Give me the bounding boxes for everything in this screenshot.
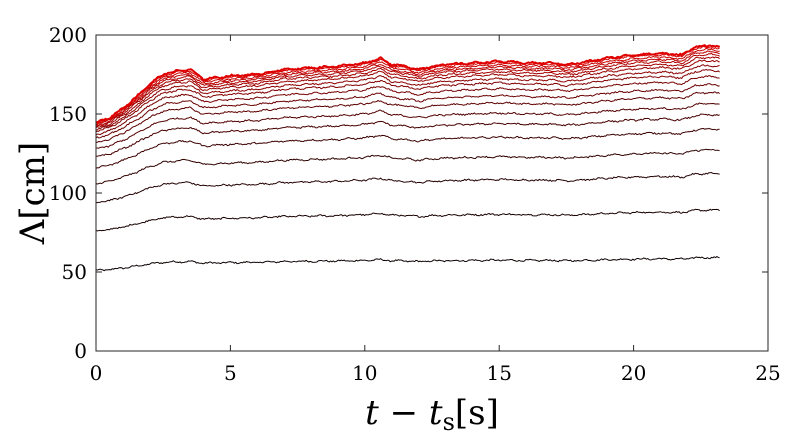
x-tick-label: 25: [755, 361, 780, 385]
x-tick-label: 5: [224, 361, 237, 385]
y-tick-label: 0: [74, 339, 87, 363]
series-line-6: [95, 113, 720, 157]
series-line-8: [95, 91, 720, 143]
y-tick-label: 150: [49, 102, 87, 126]
series-line-18: [95, 45, 720, 125]
series-line-2: [95, 208, 720, 232]
x-tick-label: 0: [90, 361, 103, 385]
series-line-11: [95, 68, 720, 133]
series-line-15: [95, 52, 720, 127]
series-line-7: [95, 102, 720, 149]
series-line-1: [95, 256, 720, 272]
series-line-14: [95, 56, 720, 127]
tick-labels: 0 5 10 15 20 25 0 50 100 150 200: [49, 23, 781, 385]
series-line-12: [95, 64, 720, 131]
series-layer: [95, 44, 721, 352]
x-tick-label: 15: [486, 361, 511, 385]
series-line-17: [95, 47, 720, 126]
x-axis-label: t − ts[s]: [365, 393, 499, 436]
series-line-3: [95, 172, 720, 204]
y-tick-label: 200: [49, 23, 87, 47]
series-line-13: [95, 59, 720, 129]
series-line-9: [95, 83, 720, 139]
series-line-16: [95, 50, 720, 126]
y-tick-label: 100: [49, 181, 87, 205]
y-axis-label: Λ[cm]: [13, 142, 53, 245]
y-tick-label: 50: [62, 260, 87, 284]
series-line-19: [95, 44, 721, 124]
x-tick-label: 20: [621, 361, 646, 385]
x-tick-label: 10: [352, 361, 377, 385]
series-line-10: [95, 75, 720, 136]
series-line-5: [95, 127, 720, 169]
ticks-layer: [95, 34, 769, 352]
series-line-4: [95, 148, 720, 185]
